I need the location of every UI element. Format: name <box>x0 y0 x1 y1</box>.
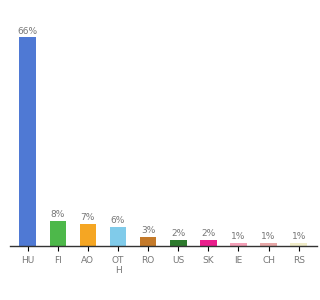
Bar <box>170 240 187 246</box>
Text: 1%: 1% <box>231 232 246 241</box>
Text: 1%: 1% <box>292 232 306 241</box>
Text: 8%: 8% <box>51 210 65 219</box>
Bar <box>50 221 66 246</box>
Text: 6%: 6% <box>111 216 125 225</box>
Text: 1%: 1% <box>261 232 276 241</box>
Text: 66%: 66% <box>18 26 38 35</box>
Bar <box>200 240 217 246</box>
Bar <box>140 236 156 246</box>
Bar <box>230 243 247 246</box>
Bar <box>20 38 36 246</box>
Bar <box>260 243 277 246</box>
Text: 7%: 7% <box>81 213 95 222</box>
Text: 3%: 3% <box>141 226 155 235</box>
Bar <box>291 243 307 246</box>
Text: 2%: 2% <box>171 229 185 238</box>
Bar <box>110 227 126 246</box>
Bar <box>80 224 96 246</box>
Text: 2%: 2% <box>201 229 215 238</box>
